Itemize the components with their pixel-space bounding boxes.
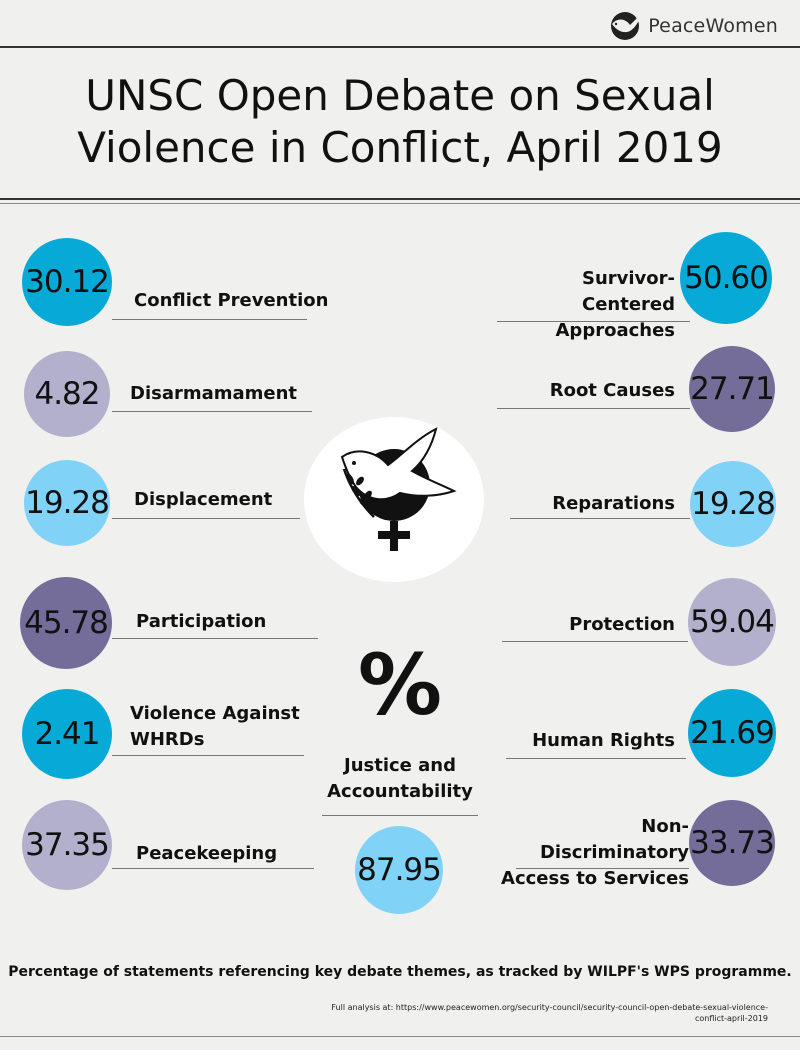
value-bubble-human-rights: 21.69 xyxy=(688,689,776,777)
theme-label-protection: Protection xyxy=(569,614,675,635)
leader-line-participation xyxy=(112,638,318,639)
theme-label-displacement: Displacement xyxy=(134,489,273,510)
source-link[interactable]: Full analysis at: https://www.peacewomen… xyxy=(331,1003,768,1023)
top-rule xyxy=(0,46,800,48)
theme-label-root-causes: Root Causes xyxy=(549,380,675,401)
brand-logo-text: PeaceWomen xyxy=(648,15,778,37)
leader-line-justice-and-accountability xyxy=(322,815,478,816)
center-emblem xyxy=(304,417,484,582)
leader-line-human-rights xyxy=(506,758,686,759)
footnote: Percentage of statements referencing key… xyxy=(8,964,792,980)
title-line-2: Violence in Conflict, April 2019 xyxy=(77,123,723,172)
leader-line-protection xyxy=(502,641,688,642)
value-bubble-peacekeeping: 37.35 xyxy=(22,800,112,890)
value-bubble-participation: 45.78 xyxy=(20,577,112,669)
title-line-1: UNSC Open Debate on Sexual xyxy=(85,71,715,120)
page-title: UNSC Open Debate on Sexual Violence in C… xyxy=(0,70,800,174)
theme-label-human-rights: Human Rights xyxy=(532,730,675,751)
theme-label-disarmamament: Disarmamament xyxy=(130,383,298,404)
theme-label-non-discriminatory-access-to-services: Non-Discriminatory Access to Services xyxy=(501,816,689,889)
leader-line-non-discriminatory-access-to-services xyxy=(516,868,689,869)
theme-label-participation: Participation xyxy=(136,611,267,632)
leader-line-root-causes xyxy=(497,408,690,409)
theme-label-peacekeeping: Peacekeeping xyxy=(136,843,278,864)
dove-logo-icon xyxy=(611,12,642,40)
leader-line-violence-against-whrds xyxy=(112,755,304,756)
title-rule-thin xyxy=(0,203,800,204)
value-bubble-justice-and-accountability: 87.95 xyxy=(355,826,443,914)
title-rule xyxy=(0,198,800,200)
theme-label-reparations: Reparations xyxy=(552,493,675,514)
theme-label-justice-and-accountability: Justice and Accountability xyxy=(327,755,473,802)
leader-line-disarmamament xyxy=(112,411,312,412)
value-bubble-survivor-centered-approaches: 50.60 xyxy=(680,232,772,324)
value-bubble-conflict-prevention: 30.12 xyxy=(22,238,112,326)
theme-label-survivor-centered-approaches: Survivor-Centered Approaches xyxy=(555,268,676,341)
value-bubble-reparations: 19.28 xyxy=(690,461,776,547)
theme-label-conflict-prevention: Conflict Prevention xyxy=(134,290,329,311)
value-bubble-displacement: 19.28 xyxy=(24,460,110,546)
value-bubble-root-causes: 27.71 xyxy=(689,346,775,432)
value-bubble-disarmamament: 4.82 xyxy=(24,351,110,437)
leader-line-conflict-prevention xyxy=(112,319,307,320)
percent-symbol: % xyxy=(357,636,443,734)
leader-line-peacekeeping xyxy=(112,868,314,869)
brand-logo[interactable]: PeaceWomen xyxy=(608,4,778,48)
bottom-rule xyxy=(0,1036,800,1037)
leader-line-reparations xyxy=(510,518,690,519)
dove-women-symbol-icon xyxy=(340,427,457,551)
value-bubble-non-discriminatory-access-to-services: 33.73 xyxy=(689,800,775,886)
theme-label-violence-against-whrds: Violence Against WHRDs xyxy=(130,703,300,750)
value-bubble-protection: 59.04 xyxy=(688,578,776,666)
leader-line-displacement xyxy=(112,518,300,519)
leader-line-survivor-centered-approaches xyxy=(497,321,690,322)
value-bubble-violence-against-whrds: 2.41 xyxy=(22,689,112,779)
